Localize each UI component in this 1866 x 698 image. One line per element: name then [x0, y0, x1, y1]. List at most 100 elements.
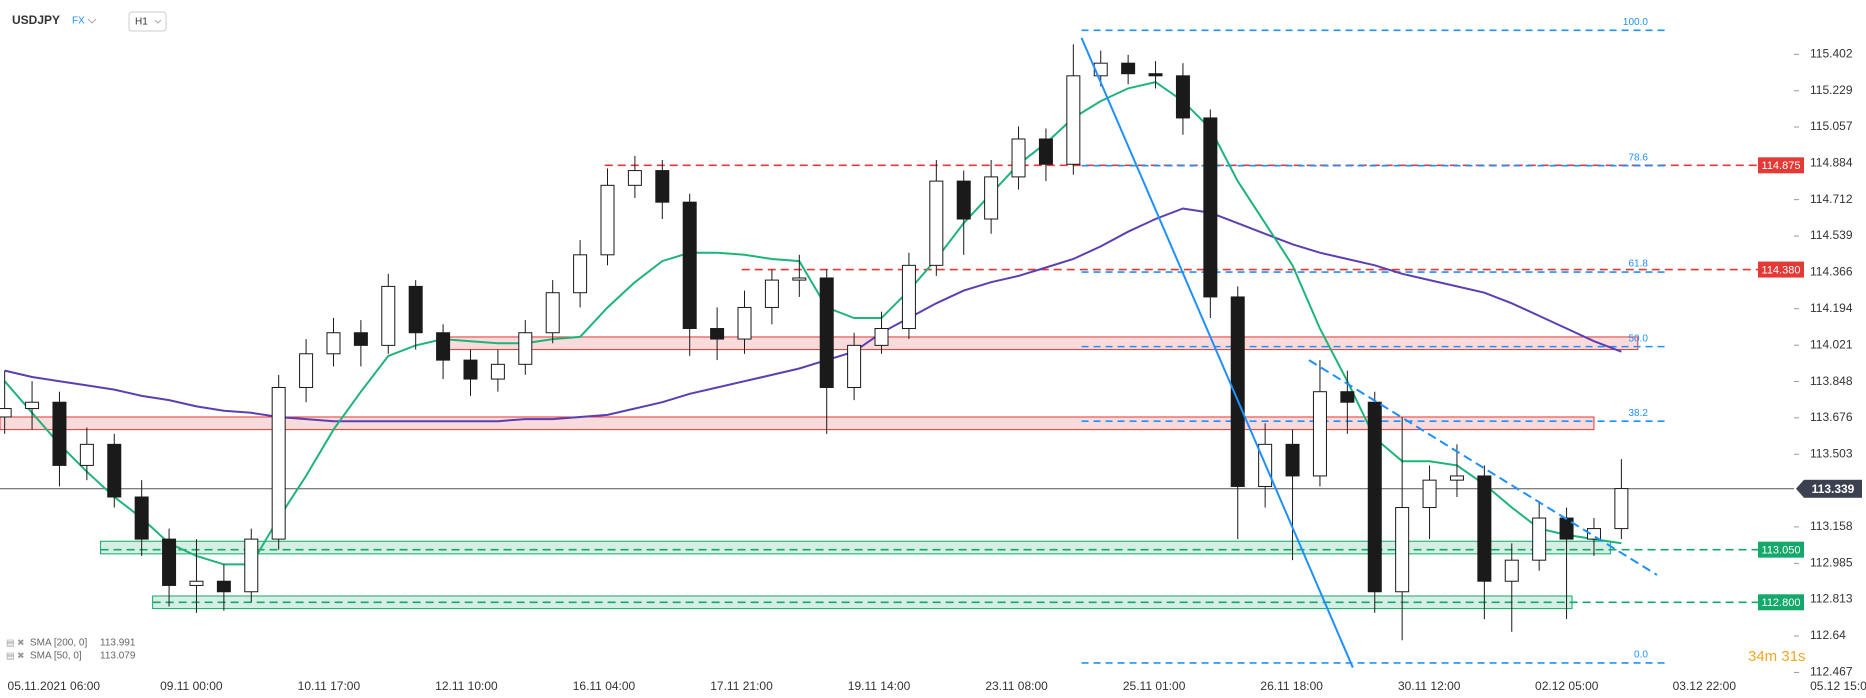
trendline: [1080, 37, 1354, 668]
fib-label: 100.0: [1623, 17, 1648, 28]
candle-body: [984, 176, 999, 220]
fib-label: 61.8: [1628, 259, 1648, 270]
fib-label: 78.6: [1628, 152, 1648, 163]
y-tick-label: 114.366: [1810, 265, 1853, 279]
candle-body: [162, 538, 177, 586]
level-label: 114.380: [1762, 264, 1801, 276]
fib-label: 38.2: [1628, 408, 1648, 419]
zone: [100, 540, 1611, 555]
y-tick-label: 114.194: [1810, 301, 1853, 315]
candle-body: [1367, 401, 1382, 593]
candle-body: [1121, 62, 1136, 75]
legend-icon: ▤ ✖: [6, 637, 25, 647]
y-tick-label: 114.712: [1810, 192, 1853, 206]
candle-body: [600, 184, 615, 256]
candle-body: [573, 254, 588, 294]
candle-body: [1477, 475, 1492, 582]
zone: [0, 416, 1595, 431]
candle-body: [463, 359, 478, 380]
candle-body: [1449, 475, 1464, 481]
legend-value: 113.991: [100, 638, 136, 649]
candle-body: [107, 443, 122, 498]
candle-body: [216, 580, 231, 593]
candle-body: [79, 443, 94, 466]
candle-body: [682, 201, 697, 330]
candle-body: [326, 332, 341, 355]
candle-body: [244, 538, 259, 593]
y-tick-label: 115.057: [1810, 119, 1853, 133]
interval-box[interactable]: [128, 11, 167, 32]
candle-body: [1203, 117, 1218, 298]
x-tick-label: 02.12 05:00: [1535, 679, 1599, 693]
current-price: 113.339: [1812, 482, 1855, 496]
y-tick-label: 113.848: [1810, 374, 1853, 388]
candle-body: [1312, 391, 1327, 477]
candle-body: [847, 344, 862, 388]
candle-body: [792, 277, 807, 281]
candle-body: [737, 306, 752, 340]
y-tick-label: 112.813: [1810, 592, 1853, 606]
y-tick-label: 114.539: [1810, 228, 1853, 242]
candle-body: [1066, 75, 1081, 165]
candle-body: [655, 170, 670, 203]
level-badge: [1758, 261, 1804, 278]
candle-body: [710, 328, 725, 340]
legend-value: 113.079: [100, 651, 136, 662]
candle-body: [929, 180, 944, 266]
candle-body: [1504, 559, 1519, 582]
x-tick-label: 19.11 14:00: [848, 679, 911, 693]
candle-body: [956, 180, 971, 220]
level-label: 114.875: [1762, 160, 1801, 172]
fib-label: 0.0: [1634, 650, 1648, 661]
candle-body: [1614, 488, 1629, 530]
candle-body: [52, 401, 67, 466]
candle-body: [1559, 517, 1574, 540]
y-tick-label: 114.884: [1810, 156, 1853, 170]
candle-body: [627, 170, 642, 186]
level-badge: [1758, 594, 1804, 611]
y-tick-label: 115.229: [1810, 83, 1853, 97]
level-badge: [1758, 157, 1804, 174]
trendline: [1308, 359, 1658, 576]
candle-body: [353, 332, 368, 346]
legend-name: SMA [50, 0]: [30, 651, 82, 662]
x-tick-label: 12.11 10:00: [435, 679, 498, 693]
zone: [445, 336, 1639, 351]
candle-body: [1586, 528, 1601, 540]
candle-body: [436, 332, 451, 361]
candle-body: [271, 386, 286, 540]
candle-body: [490, 363, 505, 380]
candle-body: [1532, 517, 1547, 561]
x-tick-label: 25.11 01:00: [1123, 679, 1186, 693]
timer: 34m 31s: [1748, 648, 1806, 665]
candle-body: [1038, 138, 1053, 165]
candle-body: [0, 408, 12, 418]
candle-body: [1395, 507, 1410, 593]
x-tick-label: 16.11 04:00: [573, 679, 636, 693]
level-label: 112.800: [1762, 597, 1801, 609]
candle-body: [299, 353, 314, 388]
interval[interactable]: H1: [135, 17, 148, 28]
candle-body: [189, 580, 204, 586]
candle-body: [408, 285, 423, 334]
symbol[interactable]: USDJPY: [12, 13, 60, 27]
y-tick-label: 113.158: [1810, 519, 1853, 533]
candle-body: [1011, 138, 1026, 178]
candle-body: [901, 264, 916, 330]
current-price-badge: [1804, 479, 1862, 498]
market: FX: [72, 16, 85, 27]
candle-body: [1285, 443, 1300, 477]
candle-body: [1175, 75, 1190, 119]
x-tick-label: 30.11 12:00: [1398, 679, 1461, 693]
candle-body: [819, 277, 834, 388]
x-tick-label: 05.11.2021 06:00: [8, 679, 101, 693]
legend-name: SMA [200, 0]: [30, 638, 87, 649]
candle-body: [874, 328, 889, 346]
candle-body: [518, 332, 533, 365]
candle-body: [381, 285, 396, 346]
level-label: 113.050: [1762, 545, 1801, 557]
fib-label: 50.0: [1628, 333, 1648, 344]
